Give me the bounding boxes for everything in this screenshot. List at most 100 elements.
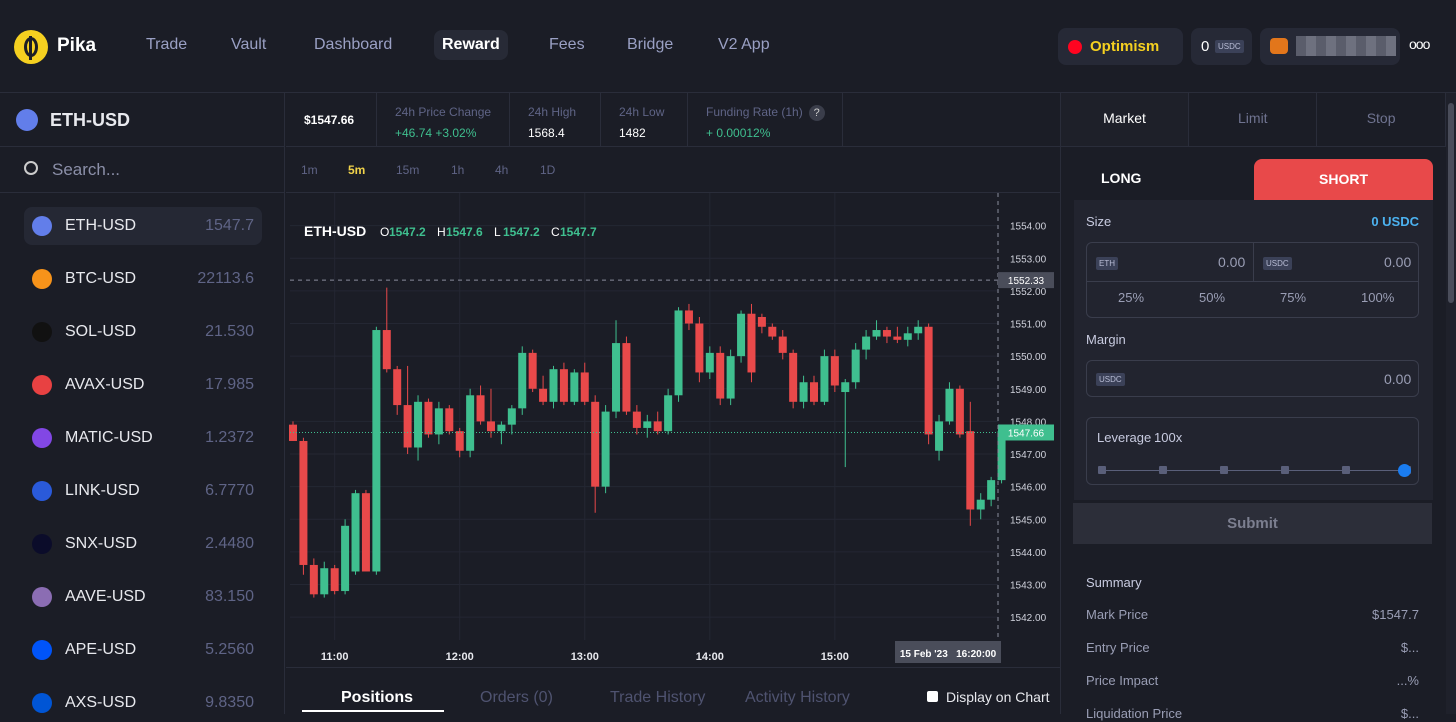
- market-name: LINK-USD: [65, 482, 140, 499]
- timeframe[interactable]: 1h: [451, 163, 465, 177]
- checkbox[interactable]: [927, 691, 938, 702]
- nav-item[interactable]: Vault: [231, 36, 267, 53]
- percent-button[interactable]: 25%: [1118, 290, 1145, 305]
- submit-button[interactable]: Submit: [1073, 503, 1432, 544]
- logo-text[interactable]: Pika: [57, 35, 97, 56]
- stat: Funding Rate (1h)? + 0.00012%: [688, 93, 843, 146]
- bottom-tab[interactable]: Trade History: [610, 689, 706, 706]
- timeframe[interactable]: 1D: [540, 163, 556, 177]
- nav-item[interactable]: Bridge: [627, 36, 674, 53]
- stat: 24h Low 1482: [601, 93, 688, 146]
- timeframe[interactable]: 15m: [396, 163, 420, 177]
- candle-body: [893, 336, 902, 340]
- size-input[interactable]: 0.00: [1384, 254, 1412, 270]
- market-row[interactable]: AXS-USD 9.8350: [24, 684, 262, 722]
- help-icon[interactable]: ?: [808, 105, 825, 121]
- market-row[interactable]: SOL-USD 21.530: [24, 313, 262, 351]
- candle-body: [799, 382, 808, 402]
- market-row[interactable]: LINK-USD 6.7770: [24, 472, 262, 510]
- network-button[interactable]: Optimism: [1058, 28, 1183, 65]
- candle-body: [518, 352, 527, 409]
- candle-body: [747, 313, 756, 373]
- timeframe[interactable]: 1m: [301, 163, 318, 177]
- candle-body: [664, 395, 673, 432]
- market-row[interactable]: MATIC-USD 1.2372: [24, 419, 262, 457]
- leverage-label: Leverage: [1097, 430, 1152, 445]
- size-input[interactable]: 0.00: [1218, 254, 1246, 270]
- timeframe[interactable]: 5m: [348, 163, 366, 177]
- chart-bg: [286, 193, 1059, 667]
- market-row[interactable]: AVAX-USD 17.985: [24, 366, 262, 404]
- bottom-tab[interactable]: Orders (0): [480, 689, 553, 706]
- search-input[interactable]: Search...: [52, 160, 121, 179]
- bottom-tab[interactable]: Positions: [341, 689, 414, 706]
- market-row[interactable]: ETH-USD 1547.7: [24, 207, 262, 245]
- crosshair-time-tag: [895, 641, 1001, 663]
- candle-body: [424, 401, 433, 435]
- nav-item[interactable]: Fees: [549, 36, 585, 53]
- summary-row: Entry Price $...: [1086, 640, 1419, 655]
- market-row[interactable]: APE-USD 5.2560: [24, 631, 262, 669]
- summary-row: Price Impact...%: [1086, 673, 1419, 688]
- leverage-value: 100x: [1154, 430, 1183, 445]
- crosshair-price-tag: [998, 272, 1054, 289]
- tab-underline: [302, 710, 444, 712]
- mark-price: $1547.66: [304, 113, 355, 127]
- nav-item[interactable]: Dashboard: [314, 36, 393, 53]
- sidebar: ETH-USD Search... ETH-USD 1547.7 BTC-USD 22…: [0, 93, 285, 714]
- more-menu[interactable]: ooo: [1409, 36, 1430, 52]
- margin-input[interactable]: 0.00: [1384, 371, 1412, 387]
- y-tick-label: 1550.00: [1010, 352, 1047, 363]
- market-icon: [32, 216, 52, 236]
- candle-body: [591, 401, 600, 487]
- stat: 24h High 1568.4: [510, 93, 601, 146]
- candle-body: [841, 382, 850, 393]
- candle-body: [455, 431, 464, 451]
- candle-body: [768, 326, 777, 337]
- percent-button[interactable]: 75%: [1280, 290, 1307, 305]
- market-row[interactable]: SNX-USD 2.4480: [24, 525, 262, 563]
- y-tick-label: 1544.00: [1010, 548, 1047, 559]
- summary-value: ...%: [1396, 673, 1419, 688]
- wallet[interactable]: [1260, 28, 1400, 65]
- bottom-tab[interactable]: Activity History: [745, 689, 850, 706]
- slider-dot: [1098, 466, 1106, 474]
- summary-label: Price Impact: [1086, 673, 1159, 688]
- candle-body: [862, 336, 871, 350]
- market-name: APE-USD: [65, 641, 137, 658]
- margin-input-box: [1086, 360, 1419, 397]
- order-type[interactable]: Stop: [1318, 93, 1446, 146]
- candle-body: [695, 323, 704, 373]
- candle-body: [737, 313, 746, 357]
- percent-button[interactable]: 50%: [1199, 290, 1226, 305]
- logo-icon: [14, 30, 48, 64]
- long-tab[interactable]: LONG: [1101, 170, 1142, 186]
- candle-body: [528, 352, 537, 389]
- nav-item[interactable]: V2 App: [718, 36, 770, 53]
- timeframe[interactable]: 4h: [495, 163, 509, 177]
- market-icon: [32, 269, 52, 289]
- slider-dot: [1281, 466, 1289, 474]
- nav-item[interactable]: Reward: [434, 30, 508, 60]
- candle-body: [976, 499, 985, 510]
- candle-body: [643, 421, 652, 428]
- candle-body: [966, 431, 975, 510]
- stat-value: 1568.4: [528, 126, 565, 140]
- checkbox-label[interactable]: Display on Chart: [946, 689, 1050, 705]
- order-type[interactable]: Market: [1061, 93, 1189, 146]
- order-type[interactable]: Limit: [1189, 93, 1318, 146]
- market-row[interactable]: BTC-USD 22113.6: [24, 260, 262, 298]
- candle-body: [830, 356, 839, 386]
- balance[interactable]: 0 USDC: [1191, 28, 1252, 65]
- market-icon: [32, 481, 52, 501]
- x-tick-label: 12:00: [446, 651, 474, 663]
- candle-body: [945, 388, 954, 422]
- short-tab[interactable]: SHORT: [1254, 159, 1433, 200]
- slider-handle[interactable]: [1398, 464, 1411, 477]
- percent-button[interactable]: 100%: [1361, 290, 1395, 305]
- nav-item[interactable]: Trade: [146, 36, 188, 53]
- market-row[interactable]: AAVE-USD 83.150: [24, 578, 262, 616]
- stat: 24h Price Change +46.74 +3.02%: [377, 93, 510, 146]
- market-icon: [32, 322, 52, 342]
- market-name: AXS-USD: [65, 694, 137, 711]
